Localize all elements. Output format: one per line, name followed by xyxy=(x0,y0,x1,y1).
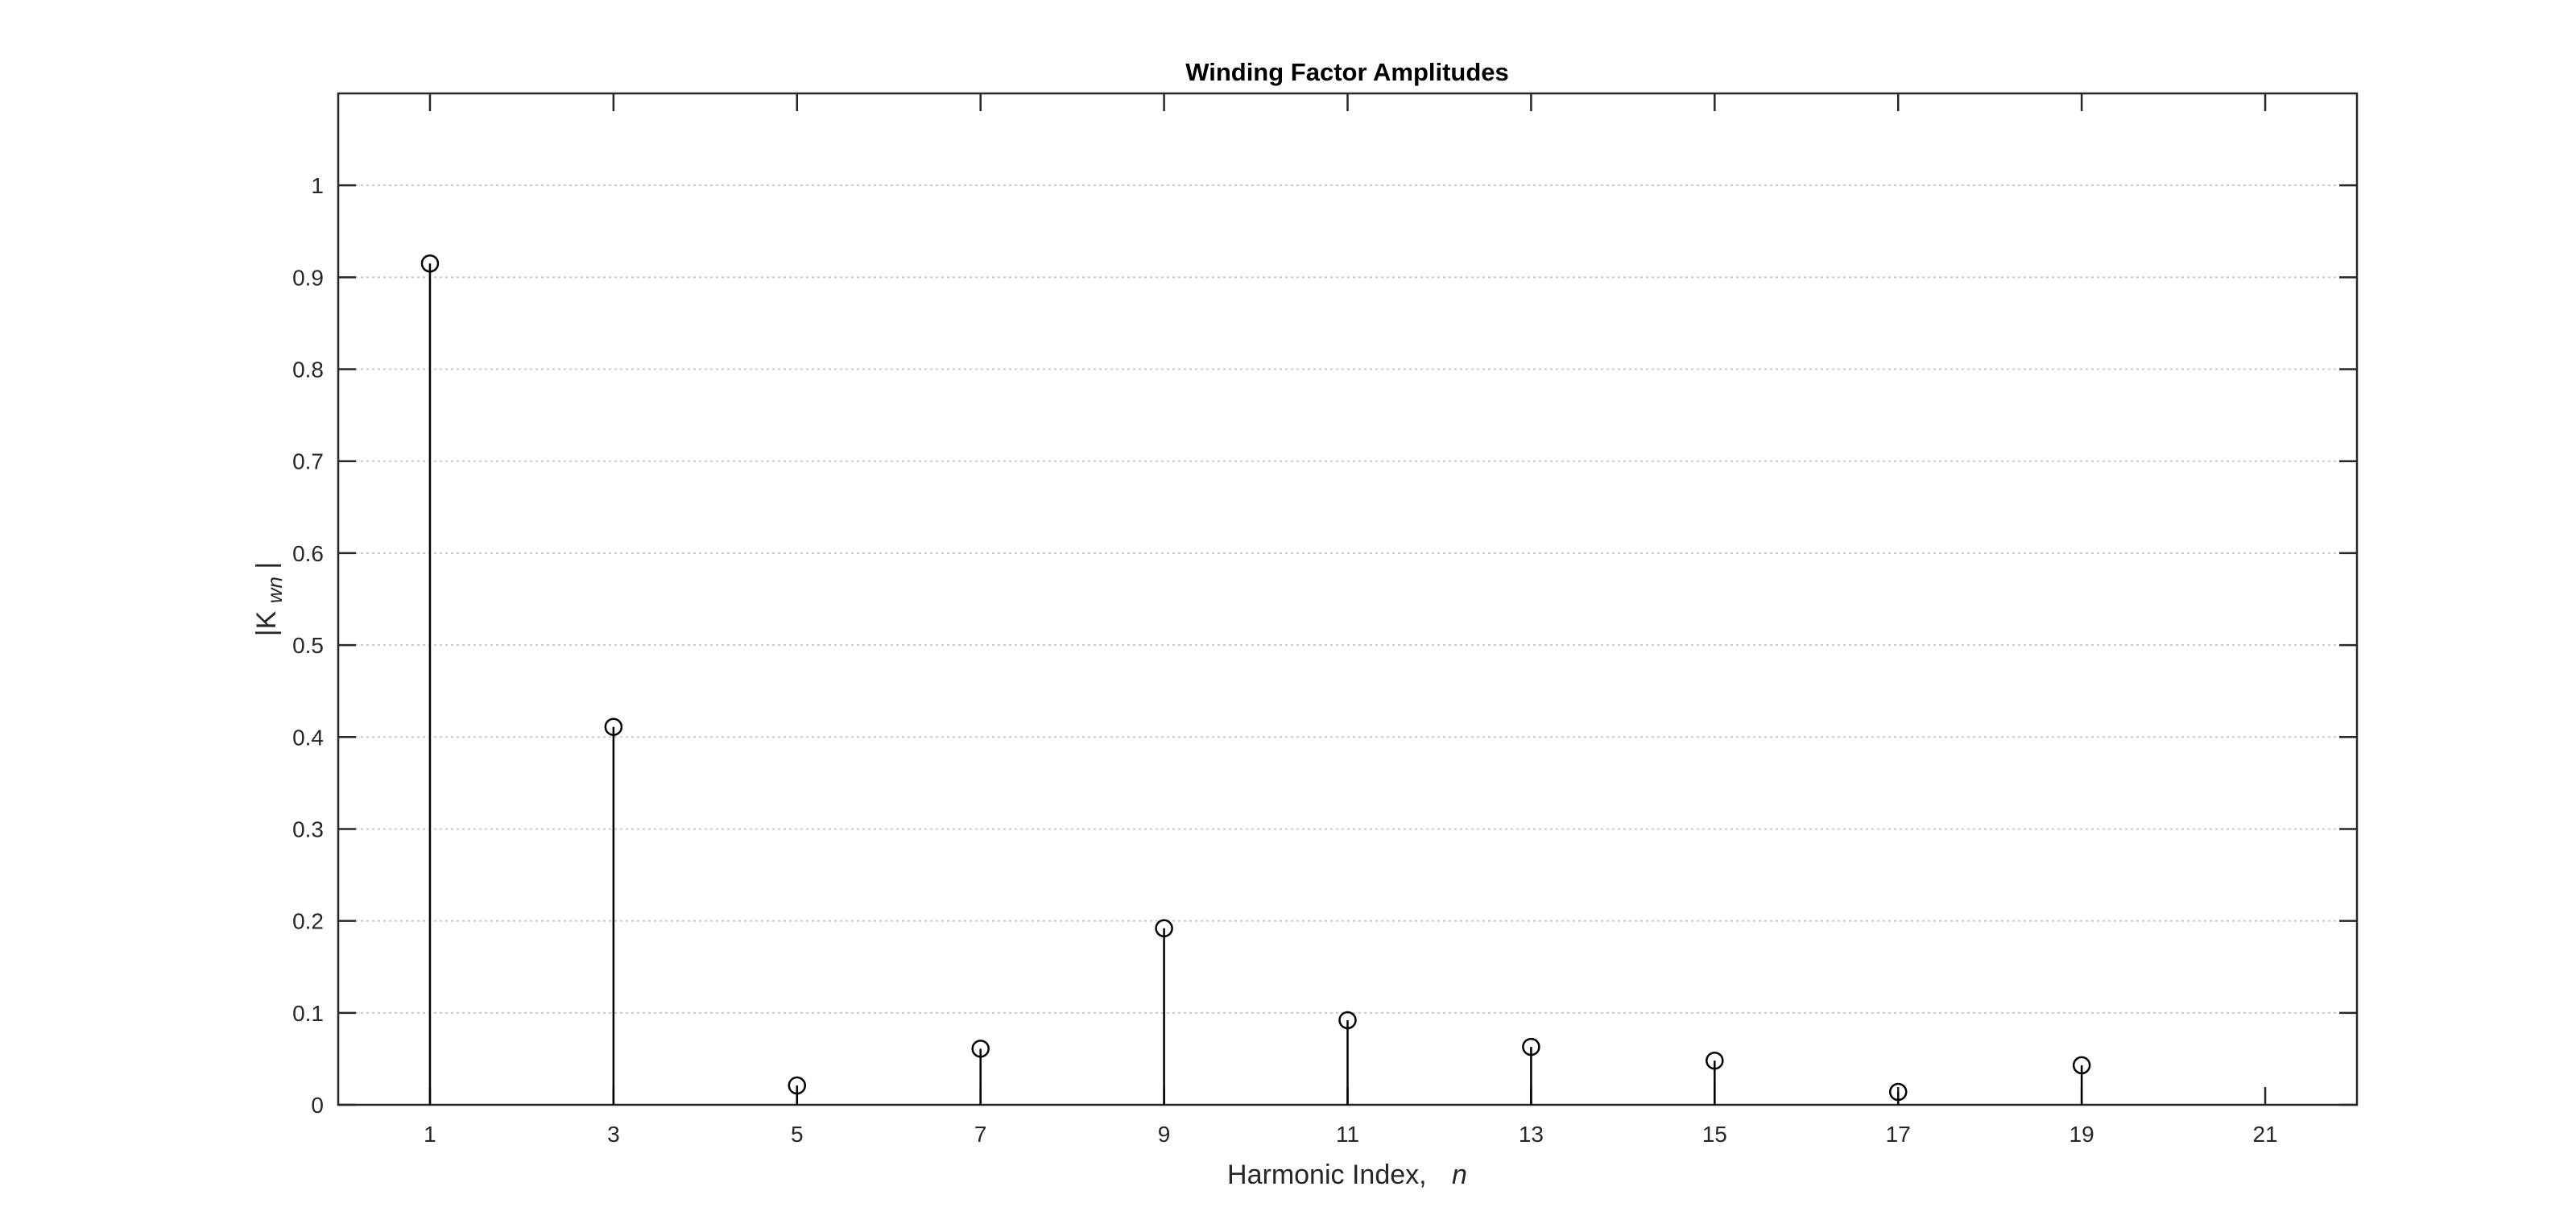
y-tick-label: 0.9 xyxy=(292,265,324,290)
plot-area-frame xyxy=(337,92,2359,1106)
x-tick-label: 21 xyxy=(2252,1122,2277,1147)
grid-lines xyxy=(338,184,2357,1014)
x-tick-label: 11 xyxy=(1336,1122,1359,1147)
stem-marker xyxy=(788,1076,807,1095)
stem-marker xyxy=(1155,919,1173,938)
stem-marker xyxy=(971,1040,990,1058)
tick-labels: 00.10.20.30.40.50.60.70.80.911 3 5 7 9 11 13 15… xyxy=(292,173,2278,1147)
y-axis-label: |K wn | xyxy=(251,562,288,637)
stem-marker xyxy=(420,254,440,273)
chart-title: Winding Factor Amplitudes xyxy=(1185,58,1509,86)
x-tick-label: 19 xyxy=(2069,1122,2094,1147)
stem-marker xyxy=(2072,1056,2091,1075)
y-tick-label: 0.1 xyxy=(292,1001,324,1026)
x-axis-label: Harmonic Index, n xyxy=(1227,1160,1467,1190)
y-tick-label: 0.6 xyxy=(292,541,324,566)
y-tick-label: 1 xyxy=(311,173,324,198)
x-tick-label: 13 xyxy=(1519,1122,1544,1147)
x-axis-label-var: n xyxy=(1452,1160,1467,1190)
x-tick-label: 7 xyxy=(974,1122,987,1147)
x-axis-label-text: Harmonic Index, xyxy=(1227,1160,1427,1190)
stem-marker xyxy=(1706,1051,1724,1070)
y-tick-label: 0.4 xyxy=(292,725,324,750)
x-tick-label: 1 xyxy=(424,1122,436,1147)
x-tick-label: 9 xyxy=(1158,1122,1171,1147)
y-tick-label: 0.2 xyxy=(292,909,324,934)
y-tick-label: 0.5 xyxy=(292,633,324,658)
axis-ticks xyxy=(338,93,2357,1106)
y-tick-label: 0.7 xyxy=(292,449,324,474)
y-tick-label: 0 xyxy=(311,1093,324,1118)
x-tick-label: 3 xyxy=(607,1122,620,1147)
x-tick-label: 17 xyxy=(1886,1122,1911,1147)
y-tick-label: 0.8 xyxy=(292,358,324,382)
stem-series xyxy=(420,254,2091,1105)
stem-marker xyxy=(604,717,623,736)
stem-marker xyxy=(1888,1082,1908,1102)
x-tick-label: 15 xyxy=(1702,1122,1727,1147)
stem-marker xyxy=(1338,1011,1357,1030)
x-tick-label: 5 xyxy=(791,1122,804,1147)
stem-marker xyxy=(1522,1037,1540,1056)
y-axis-label-sub: wn xyxy=(263,577,287,603)
y-axis-label-post: | xyxy=(251,562,282,569)
y-axis-label-pre: |K xyxy=(251,610,282,636)
y-tick-label: 0.3 xyxy=(292,817,324,841)
